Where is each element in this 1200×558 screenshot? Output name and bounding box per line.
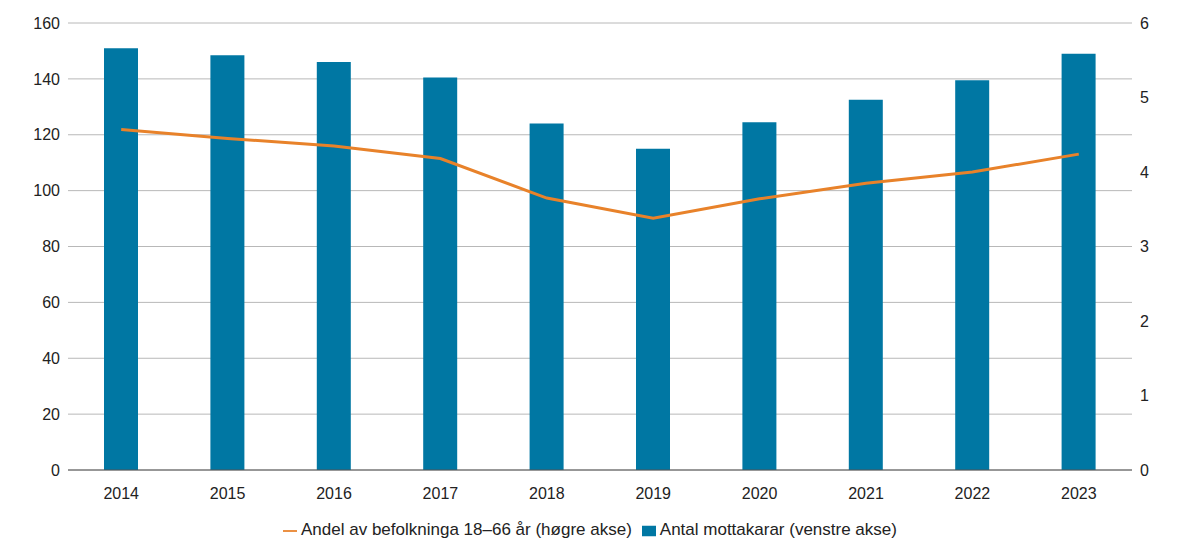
svg-text:5: 5 bbox=[1140, 89, 1149, 106]
svg-text:2020: 2020 bbox=[742, 485, 778, 502]
svg-text:2018: 2018 bbox=[529, 485, 565, 502]
svg-text:40: 40 bbox=[42, 350, 60, 367]
svg-text:2019: 2019 bbox=[635, 485, 671, 502]
svg-text:60: 60 bbox=[42, 294, 60, 311]
svg-text:1: 1 bbox=[1140, 387, 1149, 404]
svg-text:3: 3 bbox=[1140, 238, 1149, 255]
svg-text:2015: 2015 bbox=[210, 485, 246, 502]
svg-text:2022: 2022 bbox=[955, 485, 991, 502]
svg-text:0: 0 bbox=[51, 462, 60, 479]
html-text:Antal mottakarar (venstre akse: Antal mottakarar (venstre akse) bbox=[659, 520, 897, 539]
svg-text:80: 80 bbox=[42, 238, 60, 255]
svg-text:120: 120 bbox=[33, 126, 60, 143]
svg-text:100: 100 bbox=[33, 182, 60, 199]
html-text:Andel av befolkninga 18–66 år: Andel av befolkninga 18–66 år (høgre aks… bbox=[301, 520, 632, 539]
svg-text:2016: 2016 bbox=[316, 485, 352, 502]
svg-text:6: 6 bbox=[1140, 15, 1149, 32]
svg-text:4: 4 bbox=[1140, 164, 1149, 181]
svg-text:2: 2 bbox=[1140, 313, 1149, 330]
svg-text:2021: 2021 bbox=[848, 485, 884, 502]
svg-text:20: 20 bbox=[42, 406, 60, 423]
svg-text:2014: 2014 bbox=[103, 485, 139, 502]
svg-text:2017: 2017 bbox=[423, 485, 459, 502]
svg-text:160: 160 bbox=[33, 15, 60, 32]
svg-text:0: 0 bbox=[1140, 462, 1149, 479]
svg-text:140: 140 bbox=[33, 71, 60, 88]
svg-text:2023: 2023 bbox=[1061, 485, 1097, 502]
